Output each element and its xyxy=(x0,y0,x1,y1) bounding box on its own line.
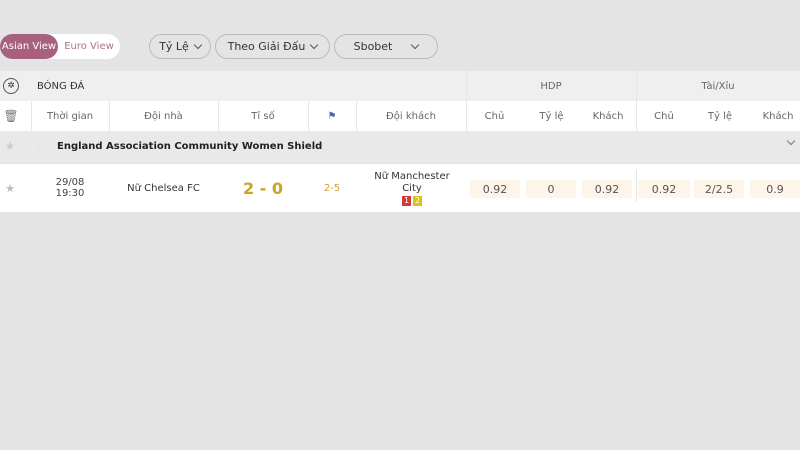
corners: 2-5 xyxy=(323,182,341,194)
match-clock: 19:30 xyxy=(55,188,85,199)
flag-icon: ⚐ xyxy=(36,140,46,152)
col-score: Tỉ số xyxy=(251,110,275,122)
star-icon[interactable]: ★ xyxy=(5,181,15,195)
chevron-down-icon xyxy=(411,40,420,49)
col-away: Đội khách xyxy=(386,110,436,122)
tx-under-odds[interactable]: 0.9 xyxy=(750,180,800,198)
sport-label: BÓNG ĐÁ xyxy=(37,80,85,92)
col-tx-home: Chủ xyxy=(654,110,674,122)
sport-header: ✲ BÓNG ĐÁ HDP Tài/Xỉu xyxy=(0,71,800,101)
red-card-count: 1 xyxy=(402,196,411,206)
tx-over-odds[interactable]: 0.92 xyxy=(638,180,690,198)
star-icon[interactable]: ★ xyxy=(4,139,16,153)
col-tx-away: Khách xyxy=(762,110,794,122)
match-score: 2 - 0 xyxy=(242,178,284,198)
col-hdp-home: Chủ xyxy=(484,110,505,122)
bookmaker-dropdown[interactable]: Sbobet xyxy=(334,34,438,59)
hdp-header: HDP xyxy=(540,80,562,92)
over-under-header: Tài/Xỉu xyxy=(701,80,735,92)
col-tx-rate: Tỷ lệ xyxy=(707,110,733,122)
hdp-away-odds[interactable]: 0.92 xyxy=(582,180,632,198)
tx-line[interactable]: 2/2.5 xyxy=(694,180,744,198)
match-row[interactable]: ★ 29/08 19:30 Nữ Chelsea FC 2 - 0 2-5 Nữ … xyxy=(0,164,800,212)
match-date: 29/08 xyxy=(55,177,85,188)
chevron-down-icon xyxy=(310,40,319,49)
sort-league-dropdown[interactable]: Theo Giải Đấu xyxy=(215,34,330,59)
col-hdp-rate: Tỷ lệ xyxy=(539,110,564,122)
dropdown-label: Theo Giải Đấu xyxy=(227,40,306,53)
league-row[interactable]: ★ ⚐ England Association Community Women … xyxy=(0,131,800,163)
away-team: Nữ Manchester City xyxy=(374,171,450,194)
col-hdp-away: Khách xyxy=(592,110,624,122)
dropdown-label: Tỷ Lệ xyxy=(159,40,189,53)
league-name: England Association Community Women Shie… xyxy=(57,140,323,152)
home-team[interactable]: Nữ Chelsea FC xyxy=(127,182,200,194)
dropdown-label: Sbobet xyxy=(353,40,393,53)
trash-icon[interactable]: 🗑 xyxy=(3,109,19,123)
col-home: Đội nhà xyxy=(144,110,183,122)
corner-flag-icon: ⚑ xyxy=(327,110,337,122)
match-time: 29/08 19:30 xyxy=(31,174,109,202)
column-header: 🗑 Thời gian Đội nhà Tỉ số ⚑ Đội khách Ch… xyxy=(0,101,800,131)
soccer-ball-icon: ✲ xyxy=(3,78,19,94)
chevron-down-icon xyxy=(193,40,203,49)
odds-type-dropdown[interactable]: Tỷ Lệ xyxy=(149,34,211,59)
yellow-card-count: 2 xyxy=(413,196,422,206)
hdp-line[interactable]: 0 xyxy=(526,180,576,198)
col-time: Thời gian xyxy=(46,110,94,122)
euro-view-button[interactable]: Euro View xyxy=(64,41,114,52)
hdp-home-odds[interactable]: 0.92 xyxy=(470,180,520,198)
asian-view-button[interactable]: Asian View xyxy=(0,34,58,59)
chevron-down-icon[interactable] xyxy=(786,136,796,146)
